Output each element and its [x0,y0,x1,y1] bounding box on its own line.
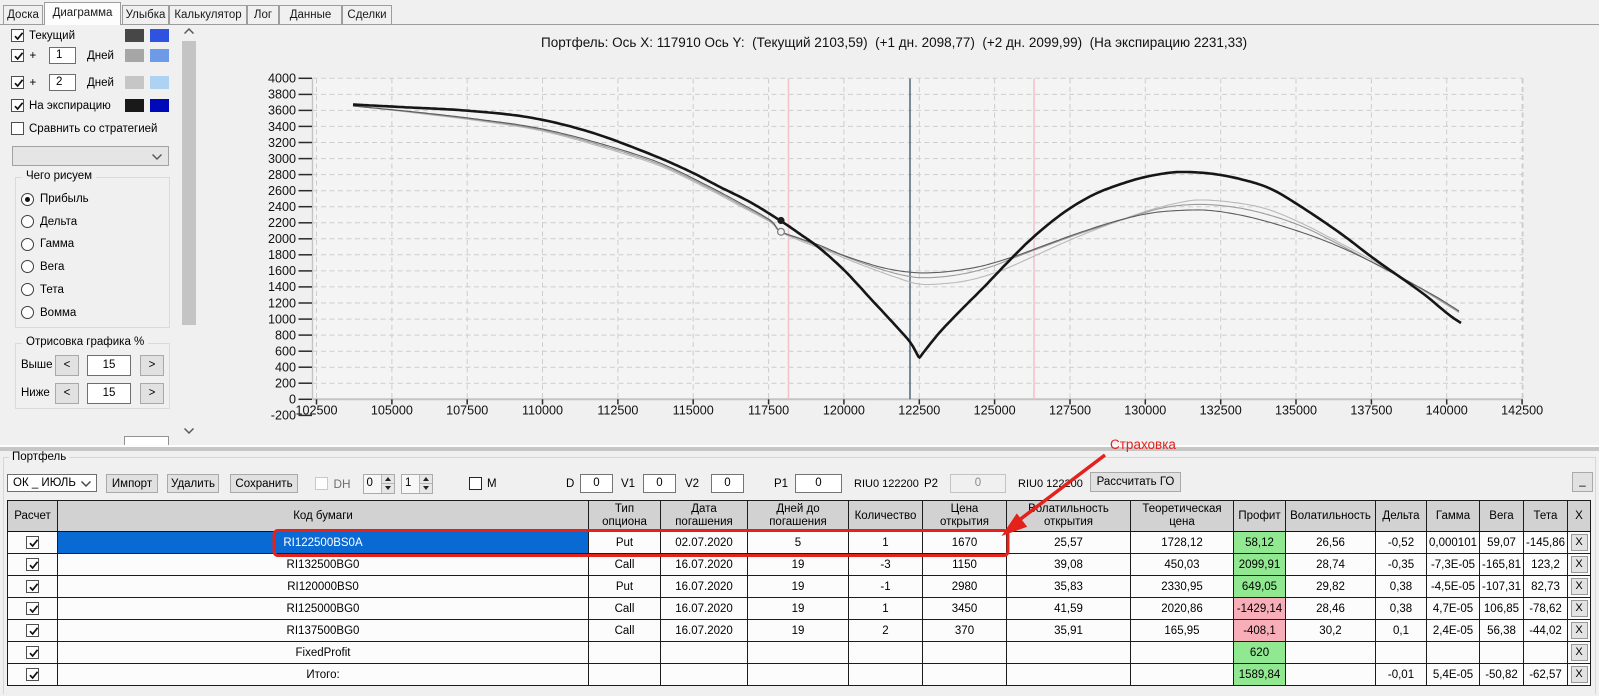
svg-text:3400: 3400 [268,120,296,134]
svg-text:1800: 1800 [268,248,296,262]
svg-text:3200: 3200 [268,136,296,150]
svg-text:130000: 130000 [1124,404,1166,418]
svg-text:112500: 112500 [597,404,638,418]
svg-text:137500: 137500 [1350,404,1392,418]
svg-text:1600: 1600 [268,264,296,278]
svg-text:132500: 132500 [1200,404,1242,418]
svg-text:2200: 2200 [268,216,296,230]
svg-text:2000: 2000 [268,232,296,246]
svg-text:140000: 140000 [1426,404,1468,418]
svg-text:2600: 2600 [268,184,296,198]
svg-text:1200: 1200 [268,296,296,310]
svg-text:102500: 102500 [295,404,337,418]
svg-text:107500: 107500 [446,404,488,418]
svg-text:120000: 120000 [823,404,865,418]
svg-text:122500: 122500 [898,404,940,418]
svg-text:115000: 115000 [673,404,714,418]
svg-text:110000: 110000 [522,404,563,418]
svg-text:4000: 4000 [268,72,296,86]
svg-text:1000: 1000 [268,312,296,326]
svg-text:142500: 142500 [1501,404,1543,418]
svg-text:600: 600 [275,345,296,359]
svg-text:105000: 105000 [371,404,413,418]
svg-text:135000: 135000 [1275,404,1317,418]
svg-text:0: 0 [289,393,296,407]
svg-text:3800: 3800 [268,88,296,102]
svg-text:125000: 125000 [974,404,1016,418]
svg-text:3600: 3600 [268,104,296,118]
svg-text:200: 200 [275,377,296,391]
svg-text:1400: 1400 [268,280,296,294]
svg-text:800: 800 [275,328,296,342]
svg-text:117500: 117500 [748,404,789,418]
svg-text:2800: 2800 [268,168,296,182]
svg-text:3000: 3000 [268,152,296,166]
svg-text:127500: 127500 [1049,404,1091,418]
svg-text:400: 400 [275,361,296,375]
svg-text:2400: 2400 [268,200,296,214]
svg-text:-200: -200 [271,409,296,423]
